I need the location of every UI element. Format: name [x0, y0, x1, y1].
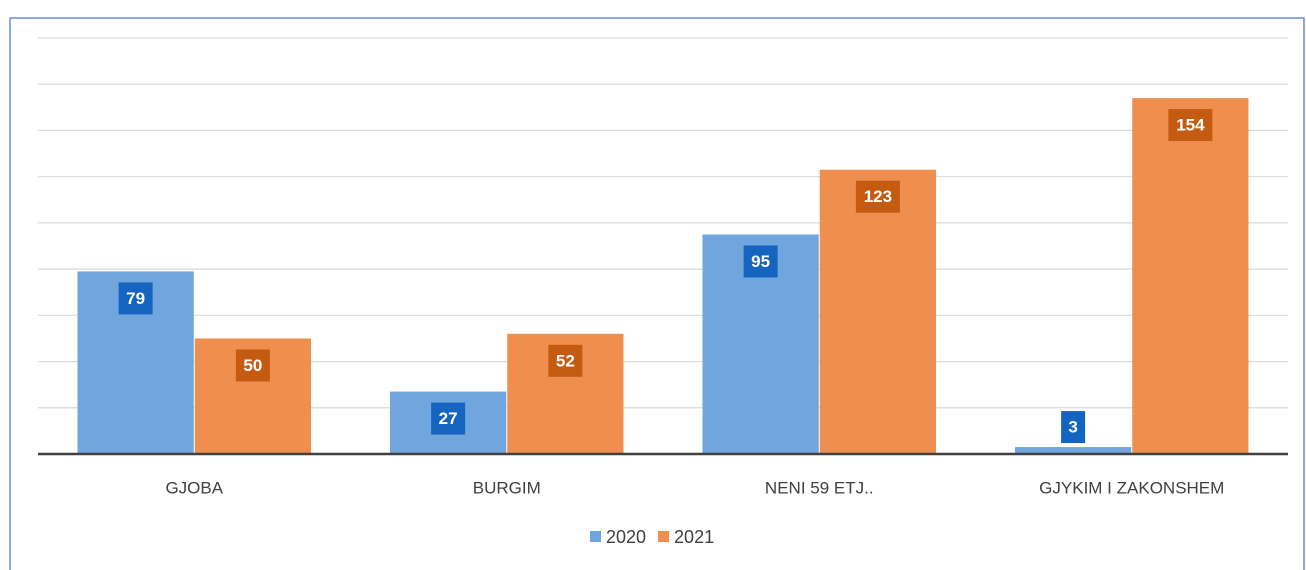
value-label: 79	[126, 289, 145, 308]
value-label: 50	[243, 356, 262, 375]
bar	[819, 169, 936, 454]
value-label-box	[548, 344, 583, 377]
value-label: 3	[1068, 418, 1077, 437]
value-label-box	[743, 245, 778, 278]
legend-swatch	[658, 531, 670, 542]
chart-border	[9, 17, 1305, 570]
x-tick-label: GJOBA	[165, 478, 223, 497]
legend-swatch	[590, 531, 601, 542]
value-label: 27	[439, 409, 458, 428]
value-label-box	[1168, 109, 1213, 142]
legend-label: 2021	[674, 527, 714, 547]
value-label-box	[1061, 411, 1086, 444]
bar	[1132, 98, 1249, 454]
bar	[1015, 447, 1132, 454]
value-label: 52	[556, 351, 575, 370]
value-label-box	[431, 402, 466, 435]
x-tick-label: BURGIM	[473, 478, 541, 497]
value-label-box	[855, 180, 900, 213]
x-tick-label: GJYKIM I ZAKONSHEM	[1039, 478, 1224, 497]
x-tick-label: NENI 59 ETJ..	[765, 478, 874, 497]
value-label: 95	[751, 252, 770, 271]
value-label: 123	[864, 187, 892, 206]
value-label-box	[235, 349, 270, 382]
legend-label: 2020	[606, 527, 646, 547]
value-label-box	[118, 282, 153, 315]
value-label: 154	[1176, 116, 1205, 135]
